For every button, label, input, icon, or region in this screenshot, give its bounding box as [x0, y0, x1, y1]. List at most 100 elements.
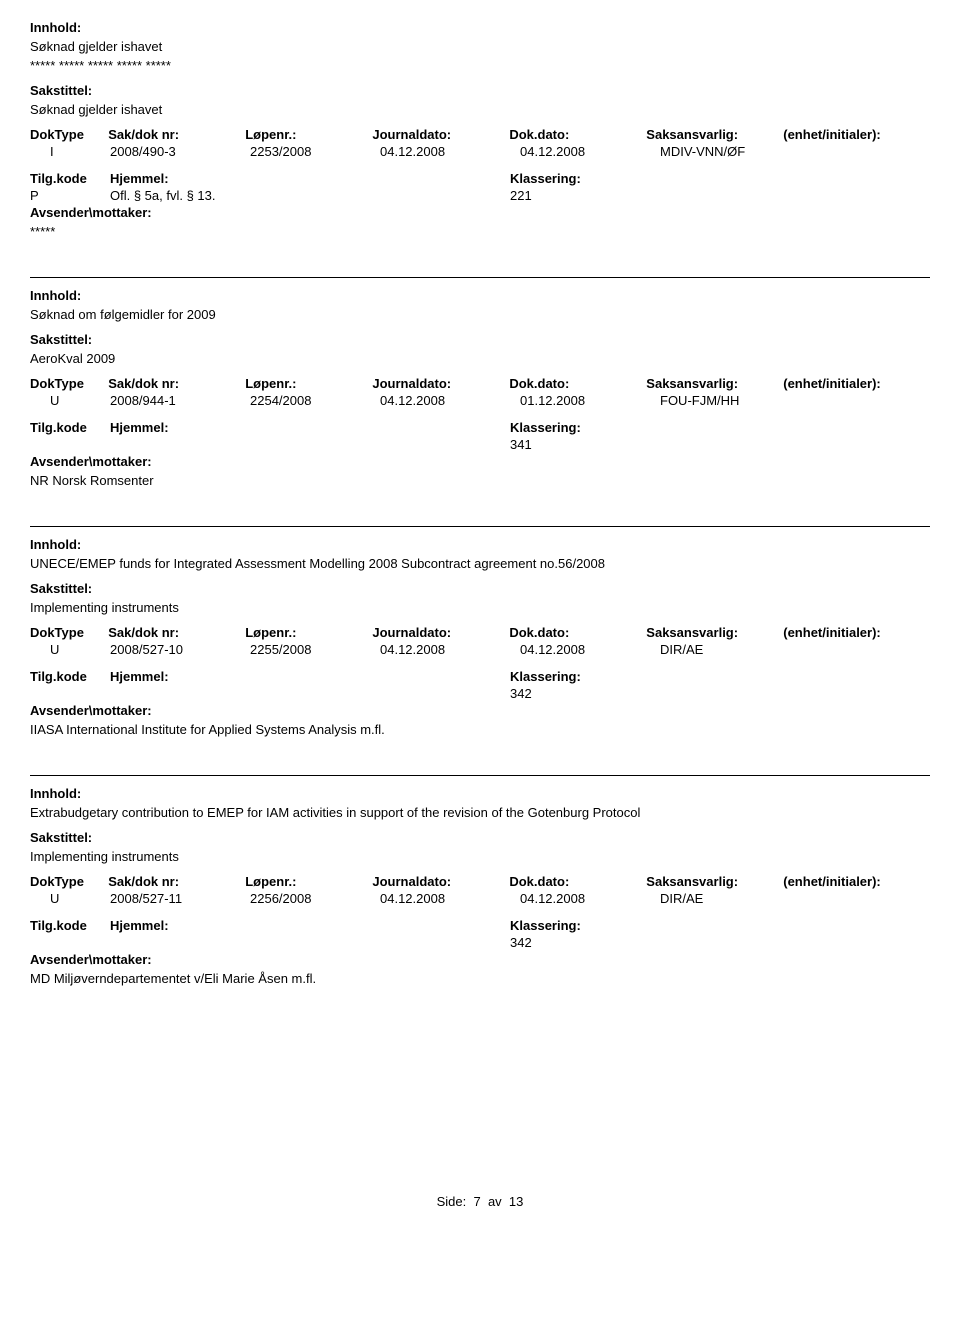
klassering-value: 341: [510, 437, 640, 452]
hjemmel-value: Ofl. § 5a, fvl. § 13.: [110, 188, 510, 203]
header-row: DokType Sak/dok nr: Løpenr.: Journaldato…: [30, 874, 930, 889]
footer-page: 7: [473, 1194, 480, 1209]
saksansvarlig-value: DIR/AE: [660, 891, 800, 906]
hjemmel-header: Hjemmel:: [110, 669, 510, 684]
record-separator: [30, 526, 930, 527]
hjemmel-header: Hjemmel:: [110, 171, 510, 186]
tilg-klass-value-row: 341: [30, 437, 930, 452]
klassering-value: 221: [510, 188, 640, 203]
innhold-label: Innhold:: [30, 288, 930, 303]
journal-record: Innhold: Søknad gjelder ishavet ***** **…: [30, 20, 930, 267]
tilg-klass-value-row: 342: [30, 935, 930, 950]
tilg-klass-value-row: 342: [30, 686, 930, 701]
sakdok-header: Sak/dok nr:: [108, 625, 245, 640]
footer-prefix: Side:: [437, 1194, 467, 1209]
doktype-value: U: [30, 393, 110, 408]
doktype-header: DokType: [30, 127, 108, 142]
footer-sep: av: [488, 1194, 502, 1209]
tilgkode-header: Tilg.kode: [30, 171, 110, 186]
lopenr-value: 2255/2008: [250, 642, 380, 657]
doktype-header: DokType: [30, 874, 108, 889]
tilgkode-header: Tilg.kode: [30, 669, 110, 684]
sakdok-value: 2008/527-10: [110, 642, 250, 657]
sakstittel-value: AeroKval 2009: [30, 351, 930, 366]
sakdok-value: 2008/490-3: [110, 144, 250, 159]
record-separator: [30, 775, 930, 776]
innhold-extra: ***** ***** ***** ***** *****: [30, 58, 930, 73]
klassering-header: Klassering:: [510, 669, 640, 684]
avsender-value: NR Norsk Romsenter: [30, 473, 930, 488]
dokdato-value: 04.12.2008: [520, 144, 660, 159]
saksansvarlig-value: MDIV-VNN/ØF: [660, 144, 800, 159]
sakstittel-label: Sakstittel:: [30, 332, 930, 347]
hjemmel-header: Hjemmel:: [110, 420, 510, 435]
tilg-klass-header-row: Tilg.kode Hjemmel: Klassering:: [30, 669, 930, 684]
doktype-value: I: [30, 144, 110, 159]
tilg-klass-value-row: P Ofl. § 5a, fvl. § 13. 221: [30, 188, 930, 203]
lopenr-header: Løpenr.:: [245, 625, 372, 640]
dokdato-value: 04.12.2008: [520, 891, 660, 906]
data-row: U 2008/527-10 2255/2008 04.12.2008 04.12…: [30, 642, 930, 657]
dokdato-header: Dok.dato:: [509, 625, 646, 640]
lopenr-header: Løpenr.:: [245, 127, 372, 142]
saksansvarlig-value: FOU-FJM/HH: [660, 393, 800, 408]
tilgkode-value: P: [30, 188, 110, 203]
avsender-label: Avsender\mottaker:: [30, 454, 930, 469]
journaldato-header: Journaldato:: [372, 874, 509, 889]
sakstittel-value: Søknad gjelder ishavet: [30, 102, 930, 117]
innhold-label: Innhold:: [30, 537, 930, 552]
doktype-header: DokType: [30, 376, 108, 391]
dokdato-header: Dok.dato:: [509, 127, 646, 142]
journaldato-header: Journaldato:: [372, 127, 509, 142]
hjemmel-value: [110, 437, 510, 452]
footer-total: 13: [509, 1194, 523, 1209]
journal-record: Innhold: Extrabudgetary contribution to …: [30, 786, 930, 1014]
enhet-header: (enhet/initialer):: [783, 127, 930, 142]
avsender-label: Avsender\mottaker:: [30, 703, 930, 718]
record-separator: [30, 277, 930, 278]
lopenr-header: Løpenr.:: [245, 874, 372, 889]
innhold-value: Extrabudgetary contribution to EMEP for …: [30, 805, 930, 820]
journaldato-value: 04.12.2008: [380, 144, 520, 159]
lopenr-header: Løpenr.:: [245, 376, 372, 391]
page-footer: Side: 7 av 13: [30, 1194, 930, 1209]
enhet-header: (enhet/initialer):: [783, 625, 930, 640]
avsender-label: Avsender\mottaker:: [30, 205, 930, 220]
sakdok-header: Sak/dok nr:: [108, 874, 245, 889]
sakdok-value: 2008/944-1: [110, 393, 250, 408]
sakdok-value: 2008/527-11: [110, 891, 250, 906]
sakstittel-label: Sakstittel:: [30, 581, 930, 596]
journaldato-header: Journaldato:: [372, 625, 509, 640]
lopenr-value: 2253/2008: [250, 144, 380, 159]
hjemmel-value: [110, 686, 510, 701]
innhold-value: Søknad gjelder ishavet: [30, 39, 930, 54]
header-row: DokType Sak/dok nr: Løpenr.: Journaldato…: [30, 376, 930, 391]
saksansvarlig-header: Saksansvarlig:: [646, 874, 783, 889]
journal-record: Innhold: UNECE/EMEP funds for Integrated…: [30, 537, 930, 765]
doktype-value: U: [30, 642, 110, 657]
tilgkode-value: [30, 437, 110, 452]
tilg-klass-header-row: Tilg.kode Hjemmel: Klassering:: [30, 171, 930, 186]
klassering-header: Klassering:: [510, 171, 640, 186]
enhet-header: (enhet/initialer):: [783, 376, 930, 391]
lopenr-value: 2254/2008: [250, 393, 380, 408]
tilgkode-value: [30, 935, 110, 950]
journaldato-value: 04.12.2008: [380, 393, 520, 408]
tilg-klass-header-row: Tilg.kode Hjemmel: Klassering:: [30, 420, 930, 435]
journaldato-value: 04.12.2008: [380, 891, 520, 906]
saksansvarlig-header: Saksansvarlig:: [646, 376, 783, 391]
innhold-value: Søknad om følgemidler for 2009: [30, 307, 930, 322]
klassering-header: Klassering:: [510, 420, 640, 435]
klassering-value: 342: [510, 935, 640, 950]
innhold-value: UNECE/EMEP funds for Integrated Assessme…: [30, 556, 930, 571]
journaldato-header: Journaldato:: [372, 376, 509, 391]
header-row: DokType Sak/dok nr: Løpenr.: Journaldato…: [30, 127, 930, 142]
dokdato-value: 01.12.2008: [520, 393, 660, 408]
saksansvarlig-value: DIR/AE: [660, 642, 800, 657]
sakstittel-value: Implementing instruments: [30, 600, 930, 615]
data-row: I 2008/490-3 2253/2008 04.12.2008 04.12.…: [30, 144, 930, 159]
hjemmel-value: [110, 935, 510, 950]
journal-record: Innhold: Søknad om følgemidler for 2009 …: [30, 288, 930, 516]
dokdato-value: 04.12.2008: [520, 642, 660, 657]
enhet-header: (enhet/initialer):: [783, 874, 930, 889]
